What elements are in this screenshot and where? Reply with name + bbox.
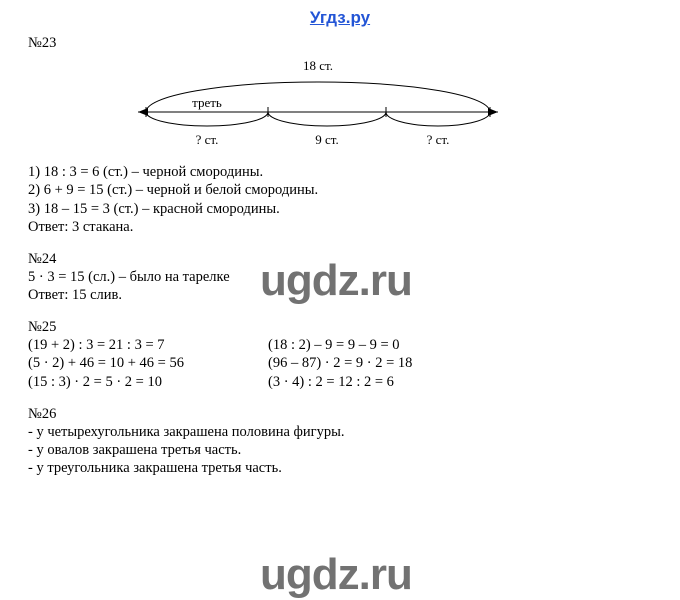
solution-line: 3) 18 – 15 = 3 (ст.) – красной смородины… bbox=[28, 200, 652, 218]
problem-label: №24 bbox=[28, 250, 652, 268]
solution-line: 5 · 3 = 15 (сл.) – было на тарелке bbox=[28, 268, 652, 286]
equation: (15 : 3) · 2 = 5 · 2 = 10 bbox=[28, 373, 268, 391]
equation: (19 + 2) : 3 = 21 : 3 = 7 bbox=[28, 336, 268, 354]
page-content: №23 18 ст. треть ? ст. 9 ст. ? ст. 1) 18 : 3… bbox=[0, 34, 680, 477]
problem-23: №23 18 ст. треть ? ст. 9 ст. ? ст. 1) 18 : 3… bbox=[28, 34, 652, 236]
equation: (5 · 2) + 46 = 10 + 46 = 56 bbox=[28, 354, 268, 372]
svg-text:9 ст.: 9 ст. bbox=[315, 132, 338, 147]
svg-text:18 ст.: 18 ст. bbox=[303, 58, 333, 73]
column-left: (19 + 2) : 3 = 21 : 3 = 7 (5 · 2) + 46 =… bbox=[28, 336, 268, 390]
problem-25: №25 (19 + 2) : 3 = 21 : 3 = 7 (5 · 2) + … bbox=[28, 318, 652, 391]
svg-text:треть: треть bbox=[192, 95, 222, 110]
site-link[interactable]: Угдз.ру bbox=[310, 8, 370, 27]
problem-label: №25 bbox=[28, 318, 652, 336]
column-right: (18 : 2) – 9 = 9 – 9 = 0 (96 – 87) · 2 =… bbox=[268, 336, 412, 390]
problem-24: №24 5 · 3 = 15 (сл.) – было на тарелке О… bbox=[28, 250, 652, 304]
equation: (18 : 2) – 9 = 9 – 9 = 0 bbox=[268, 336, 412, 354]
problem-label: №23 bbox=[28, 34, 652, 52]
statement: - у треугольника закрашена третья часть. bbox=[28, 459, 652, 477]
solution-line: 2) 6 + 9 = 15 (ст.) – черной и белой смо… bbox=[28, 181, 652, 199]
equation: (96 – 87) · 2 = 9 · 2 = 18 bbox=[268, 354, 412, 372]
answer-line: Ответ: 15 слив. bbox=[28, 286, 652, 304]
watermark: ugdz.ru bbox=[260, 550, 412, 600]
site-header: Угдз.ру bbox=[0, 0, 680, 34]
solution-line: 1) 18 : 3 = 6 (ст.) – черной смородины. bbox=[28, 163, 652, 181]
statement: - у четырехугольника закрашена половина … bbox=[28, 423, 652, 441]
segments-diagram: 18 ст. треть ? ст. 9 ст. ? ст. bbox=[128, 58, 508, 150]
answer-line: Ответ: 3 стакана. bbox=[28, 218, 652, 236]
equation: (3 · 4) : 2 = 12 : 2 = 6 bbox=[268, 373, 412, 391]
svg-text:? ст.: ? ст. bbox=[427, 132, 450, 147]
problem-label: №26 bbox=[28, 405, 652, 423]
svg-text:? ст.: ? ст. bbox=[196, 132, 219, 147]
diagram-23: 18 ст. треть ? ст. 9 ст. ? ст. bbox=[128, 58, 508, 155]
statement: - у овалов закрашена третья часть. bbox=[28, 441, 652, 459]
problem-26: №26 - у четырехугольника закрашена полов… bbox=[28, 405, 652, 478]
